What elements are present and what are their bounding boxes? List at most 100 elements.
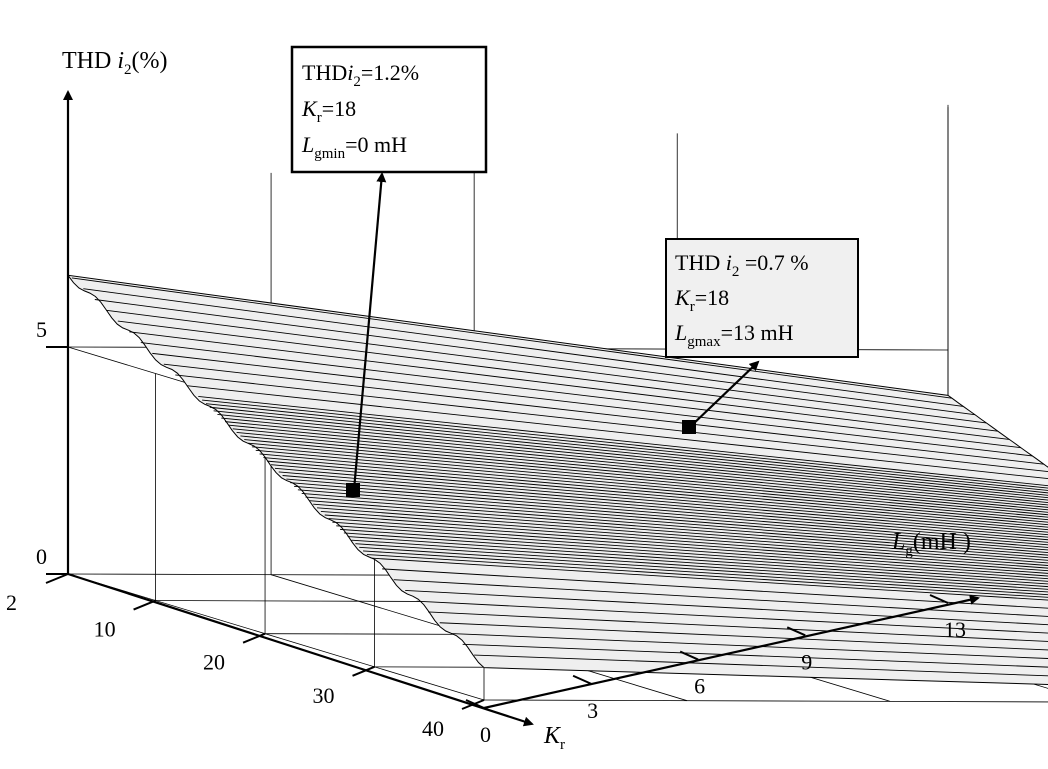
surface-strip-25 [163,363,1044,465]
surface-strip-55 [278,471,1048,538]
annotation-max-box [665,238,859,358]
surface-strip-48 [251,446,1048,521]
surface-strip-51 [263,457,1048,528]
thd-surface [66,274,1048,685]
surface-strip-77 [363,550,1048,596]
surface-strip-60 [297,489,1048,551]
surface-strip-19 [140,342,1021,449]
surface-strip-73 [347,536,1048,585]
lg-tick-label-3: 3 [587,698,598,723]
kr-tick-40 [461,699,485,710]
lg-axis-title: Lg(mH ) [891,529,971,559]
annotation-max: THD i2 =0.7 % Kr=18 Lgmax=13 mH [665,238,859,434]
surface-strip-46 [244,439,1048,516]
surface-strip-62 [305,496,1048,556]
surface-strip-91 [416,600,1048,634]
surface-sheet [66,274,1048,685]
annotation-min-point [346,483,360,497]
lg-tick-6 [679,650,699,661]
surface-strip-67 [324,514,1048,569]
surface-strip-72 [343,532,1048,582]
surface-strip-53 [271,464,1048,533]
z-tick-label-5: 5 [36,317,47,342]
kr-tick-label-10: 10 [94,617,116,642]
surface-strip-78 [366,554,1048,598]
surface-strip-50 [259,453,1048,526]
surface-strip-64 [313,503,1048,561]
floor-grid-lg-0 [67,573,485,701]
surface-strip-82 [382,568,1048,609]
lg-tick-label-6: 6 [694,674,705,699]
kr-axis-ticks: 40 30 20 10 2 [6,573,485,741]
annotation-max-line1: THD i2 =0.7 % [675,250,809,280]
surface-strip-70 [336,525,1048,577]
surface-strip-35 [202,399,1048,489]
surface-strip-76 [359,546,1048,593]
surface-strip-94 [428,611,1048,642]
surface-strip-31 [186,385,1048,480]
surface-strip-39 [217,413,1048,499]
annotation-min-line1: THDi2=1.2% [302,60,419,90]
surface-strip-28 [175,374,1048,473]
surface-strip-40 [221,417,1048,501]
kr-tick-20 [242,632,266,644]
kr-axis-title: Kr [543,723,565,753]
kr-tick-30 [352,665,375,677]
annotation-min-arrow [352,172,387,491]
lg-axis-line [483,594,980,710]
surface-strip-75 [355,543,1048,590]
surface-strip-10 [106,309,987,424]
surface-strip-54 [274,467,1048,536]
surface-strip-97 [439,622,1048,651]
surface-strip-59 [294,485,1048,548]
annotation-max-line2: Kr=18 [674,285,729,315]
surface-strip-16 [129,331,1010,440]
lg-tick-13 [929,594,949,604]
surface-strip-41 [225,421,1048,503]
surface-strip-66 [320,510,1048,566]
surface-strip-63 [309,500,1048,559]
surface-strip-45 [240,435,1048,513]
surface-strip-43 [232,428,1048,508]
surface-strip-47 [248,442,1048,518]
lg-tick-label-13: 13 [944,617,966,642]
z-tick-label-0: 0 [36,544,47,569]
surface-strip-37 [209,406,1048,494]
surface-strip-88 [405,589,1048,626]
annotation-min-box [290,45,488,174]
kr-tick-2 [45,573,69,584]
kr-tick-10 [133,599,156,611]
kr-tick-label-40: 40 [422,716,444,741]
surface-strip-68 [328,518,1048,572]
surface-strip-65 [317,507,1048,564]
axes [63,90,980,727]
surface-strip-7 [94,299,975,416]
surface-strip-44 [236,431,1048,511]
kr-tick-label-30: 30 [313,683,335,708]
lg-tick-0 [465,699,485,709]
surface-strip-1 [71,277,952,399]
kr-axis-line [67,572,534,727]
kr-tick-label-2: 2 [6,590,17,615]
surface-strip-56 [282,475,1048,541]
annotation-max-line3: Lgmax=13 mH [674,320,794,350]
annotation-min-line2: Kr=18 [301,96,356,126]
surface-strip-22 [152,352,1033,457]
surface-strip-103 [462,643,1048,668]
surface-strip-61 [301,493,1048,553]
annotation-max-point [682,420,696,434]
z-axis-ticks: 05 [36,317,68,575]
surface-strip-69 [332,521,1048,574]
lg-tick-label-9: 9 [801,649,812,674]
surface-strip-49 [255,449,1048,523]
kr-tick-label-20: 20 [203,650,225,675]
floor-grid-kr-4 [483,699,1048,703]
surface-strip-57 [286,478,1048,543]
annotation-max-arrow [689,360,760,428]
surface-strip-79 [370,557,1048,601]
lg-tick-3 [572,674,592,685]
surface-strip-100 [451,633,1048,659]
lg-tick-label-0: 0 [480,722,491,747]
surface-strip-58 [290,482,1048,546]
